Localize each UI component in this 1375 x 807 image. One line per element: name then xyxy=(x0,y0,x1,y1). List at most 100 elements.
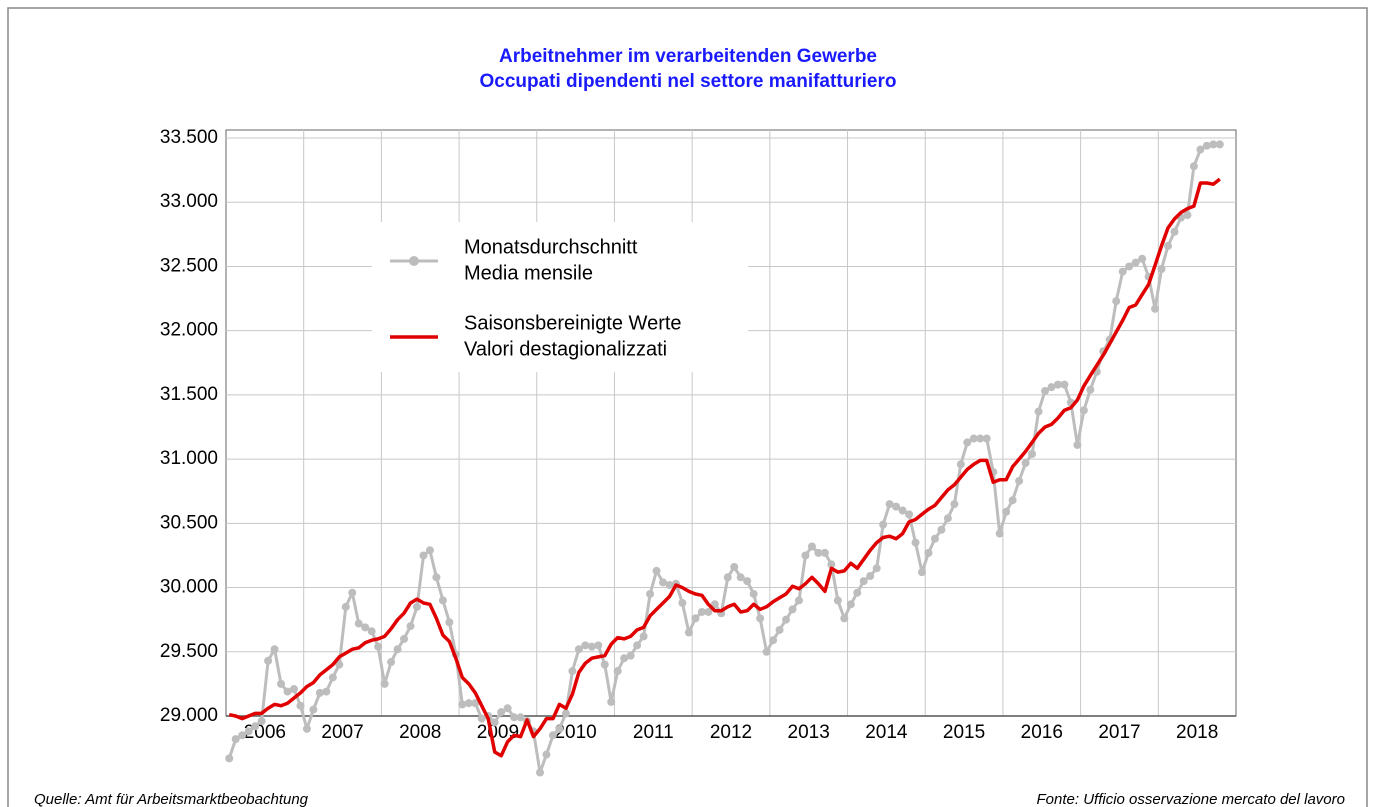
data-point xyxy=(1086,385,1095,394)
x-tick-label: 2014 xyxy=(865,722,908,743)
data-point xyxy=(277,679,286,688)
data-point xyxy=(859,577,868,586)
data-point xyxy=(924,548,933,557)
plot-area xyxy=(225,129,1237,717)
x-tick-label: 2013 xyxy=(788,722,830,743)
data-point xyxy=(684,628,693,637)
data-point xyxy=(976,434,985,443)
data-point xyxy=(412,602,421,611)
data-point xyxy=(898,506,907,515)
data-point xyxy=(341,602,350,611)
y-tick-label: 30.000 xyxy=(160,577,218,598)
data-point xyxy=(937,525,946,534)
data-point xyxy=(594,641,603,650)
data-point xyxy=(264,656,273,665)
x-tick-label: 2008 xyxy=(399,722,441,743)
legend-label: Valori destagionalizzati xyxy=(464,338,667,360)
data-point xyxy=(911,538,920,547)
data-point xyxy=(1164,241,1173,250)
data-point xyxy=(872,564,881,573)
x-tick-label: 2010 xyxy=(554,722,596,743)
data-point xyxy=(510,713,519,722)
data-point xyxy=(885,500,894,509)
x-tick-label: 2016 xyxy=(1021,722,1063,743)
data-point xyxy=(659,578,668,587)
data-point xyxy=(1215,140,1224,149)
y-tick-label: 29.000 xyxy=(160,705,218,726)
data-point xyxy=(788,605,797,614)
data-point xyxy=(367,627,376,636)
legend-swatch xyxy=(409,256,419,266)
data-point xyxy=(969,434,978,443)
y-tick-label: 32.000 xyxy=(160,320,218,341)
data-point xyxy=(769,636,778,645)
data-point xyxy=(1073,440,1082,449)
data-point xyxy=(1138,254,1147,263)
x-tick-label: 2017 xyxy=(1098,722,1140,743)
data-point xyxy=(840,614,849,623)
data-point xyxy=(633,641,642,650)
data-point xyxy=(536,768,545,777)
data-point xyxy=(445,618,454,627)
data-point xyxy=(296,701,305,710)
data-point xyxy=(315,688,324,697)
data-point xyxy=(730,563,739,572)
data-point xyxy=(827,560,836,569)
legend-label: Saisonsbereinigte Werte xyxy=(464,312,682,334)
data-point xyxy=(400,634,409,643)
data-point xyxy=(1041,387,1050,396)
data-point xyxy=(568,667,577,676)
data-point xyxy=(600,660,609,669)
data-point xyxy=(723,573,732,582)
data-point xyxy=(1002,507,1011,516)
data-point xyxy=(1015,476,1024,485)
x-tick-label: 2015 xyxy=(943,722,985,743)
x-tick-label: 2011 xyxy=(633,722,674,743)
data-point xyxy=(1034,407,1043,416)
data-point xyxy=(289,685,298,694)
data-point xyxy=(1125,262,1134,271)
data-point xyxy=(807,542,816,551)
y-tick-label: 33.000 xyxy=(160,191,218,212)
data-line xyxy=(228,177,1221,758)
data-point xyxy=(270,645,279,654)
data-point xyxy=(419,551,428,560)
data-point xyxy=(244,727,253,736)
data-point xyxy=(905,510,914,519)
x-tick-label: 2018 xyxy=(1176,722,1218,743)
data-point xyxy=(257,717,266,726)
data-point xyxy=(956,460,965,469)
data-point xyxy=(639,632,648,641)
data-point xyxy=(574,645,583,654)
data-point xyxy=(930,534,939,543)
data-point xyxy=(581,641,590,650)
chart-title: Occupati dipendenti nel settore manifatt… xyxy=(479,71,896,92)
data-point xyxy=(866,571,875,580)
x-tick-label: 2009 xyxy=(477,722,519,743)
data-point xyxy=(1118,267,1127,276)
data-point xyxy=(782,615,791,624)
data-point xyxy=(1157,265,1166,274)
legend xyxy=(372,222,748,372)
data-point xyxy=(710,600,719,609)
data-point xyxy=(697,607,706,616)
data-point xyxy=(1112,297,1121,306)
data-point xyxy=(464,699,473,708)
data-point xyxy=(775,625,784,634)
data-point xyxy=(736,573,745,582)
data-point xyxy=(814,548,823,557)
legend-label: Monatsdurchschnitt xyxy=(464,236,638,258)
data-point xyxy=(652,566,661,575)
data-point xyxy=(1151,304,1160,313)
data-point xyxy=(1189,162,1198,171)
data-point xyxy=(620,654,629,663)
data-point xyxy=(995,529,1004,538)
y-tick-label: 31.500 xyxy=(160,384,218,405)
data-point xyxy=(251,722,260,731)
data-point xyxy=(1008,496,1017,505)
data-point xyxy=(322,687,331,696)
data-point xyxy=(646,589,655,598)
source: Quelle: Amt für Arbeitsmarktbeobachtung xyxy=(34,791,309,807)
y-tick-label: 29.500 xyxy=(160,641,218,662)
